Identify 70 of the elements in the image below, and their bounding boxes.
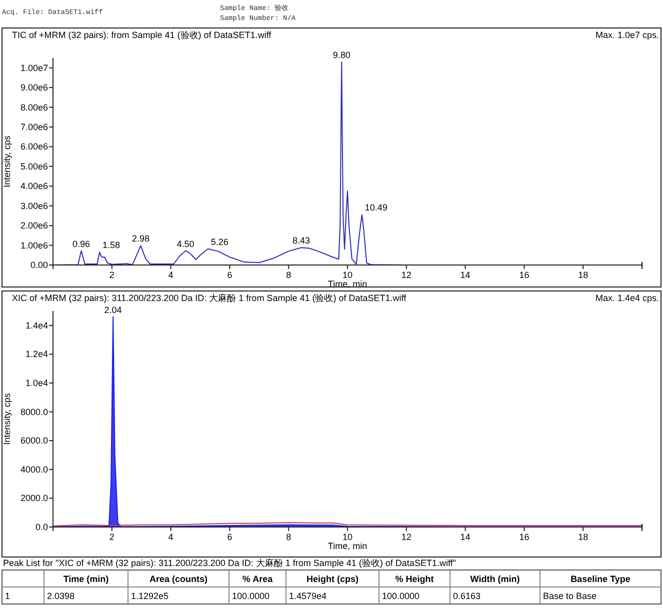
text: Width (min) [470,574,520,584]
x-tick-label: 12 [401,270,412,280]
x-tick-label: 14 [460,270,470,280]
y-tick-label: 9.00e6 [20,82,48,93]
y-tick-label: 1.4e4 [25,320,48,330]
text: 100.0000 [232,591,270,601]
annotation: 9.80 [332,50,350,60]
y-tick-label: 2.00e6 [20,220,48,231]
annotation: 0.96 [72,238,90,249]
y-tick-label: 8.00e6 [20,102,48,112]
text: % Area [242,574,274,584]
x-tick-label: 10 [342,270,353,280]
annotation: 10.49 [364,202,388,213]
text: Area (counts) [149,574,208,584]
y-tick-label: 4.00e6 [20,181,48,192]
x-tick-label: 6 [227,270,232,280]
x-tick-label: 18 [578,532,588,542]
x-tick-label: 16 [519,532,530,542]
x-tick-label: 8 [286,532,292,542]
y-tick-label: 5.00e6 [20,161,48,172]
y-tick-label: 8000.0 [20,406,48,417]
y-tick-label: 7.00e6 [20,122,48,132]
y-tick-label: 3.00e6 [20,200,48,211]
text: % Height [395,574,434,584]
text: Baseline Type [570,574,630,584]
annotation: 2.04 [104,305,122,316]
y-tick-label: 6.00e6 [20,142,48,152]
chart-title: XIC of +MRM (32 pairs): 311.200/223.200 Da ID: 大麻酚 1 from Sample 41 (验收) of DataSET1.wiff [12,293,407,303]
x-axis-title: Time, min [328,541,368,551]
x-tick-label: 16 [519,270,530,280]
annotation: 5.26 [210,236,228,247]
x-tick-label: 6 [227,532,232,542]
text: Max. 1.4e4 cps. [595,293,659,303]
x-tick-label: 4 [168,532,174,542]
x-tick-label: 8 [286,270,292,280]
y-tick-label: 0.0 [35,522,48,532]
y-tick-label: 6000.0 [20,436,48,446]
text: Height (cps) [306,574,359,584]
chart-title: TIC of +MRM (32 pairs): from Sample 41 (验收) of DataSET1.wiff [12,30,272,40]
x-tick-label: 2 [109,532,114,542]
text: 1 [5,591,10,601]
text: Peak List for "XIC of +MRM (32 pairs): 311.200/223.200 Da ID: 大麻酚 1 from Sample 41 (验收) of DataSET1.wiff" [3,558,456,568]
text: Max. 1.0e7 cps. [595,30,659,40]
text: 1.1292e5 [131,591,169,601]
annotation: 4.50 [176,238,194,249]
y-axis-title: Intensity, cps [2,135,12,188]
x-tick-label: 4 [168,270,174,280]
y-tick-label: 2000.0 [20,493,48,504]
x-tick-label: 10 [342,532,353,542]
y-tick-label: 4000.0 [20,464,48,474]
x-tick-label: 18 [578,270,588,280]
text: Base to Base [543,591,597,601]
y-axis-title: Intensity, cps [2,392,12,445]
x-tick-label: 2 [109,270,114,280]
x-axis-title: Time, min [328,279,368,289]
annotation: 8.43 [292,236,310,246]
y-tick-label: 1.00e7 [20,62,48,73]
y-tick-label: 1.2e4 [25,349,48,360]
x-tick-label: 14 [460,532,470,542]
text: 100.0000 [382,591,420,601]
x-tick-label: 12 [401,532,412,542]
text: 0.6163 [453,591,481,601]
y-tick-label: 0.00 [30,260,48,270]
text: Time (min) [63,574,109,584]
text: 1.4579e4 [289,591,327,601]
text: 2.0398 [47,591,75,601]
y-tick-label: 1.00e6 [20,240,48,250]
annotation: 1.58 [102,240,120,250]
y-tick-label: 1.0e4 [25,378,48,388]
annotation: 2.98 [132,234,150,244]
